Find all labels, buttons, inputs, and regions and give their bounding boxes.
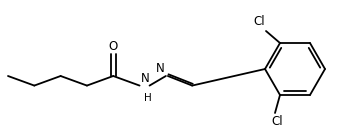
Text: Cl: Cl [253, 15, 265, 28]
Text: H: H [144, 93, 151, 103]
Text: N: N [156, 62, 165, 75]
Text: N: N [141, 72, 149, 85]
Text: O: O [109, 40, 118, 53]
Text: Cl: Cl [271, 115, 283, 128]
